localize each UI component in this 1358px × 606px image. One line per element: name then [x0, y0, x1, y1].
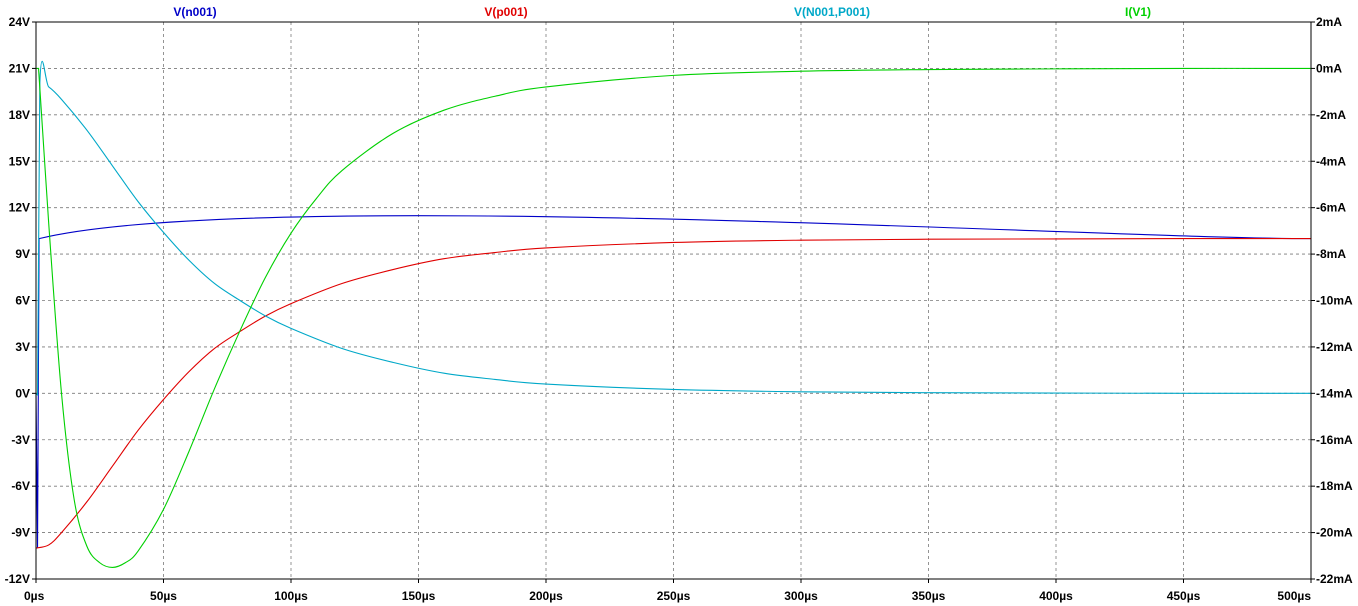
y-right-tick-label: -22mA — [1316, 572, 1353, 586]
y-right-tick-label: -16mA — [1316, 433, 1353, 447]
x-tick-label: 50µs — [150, 589, 177, 603]
x-tick-label: 450µs — [1167, 589, 1201, 603]
y-left-tick-label: 18V — [9, 108, 30, 122]
y-left-tick-label: -3V — [11, 433, 30, 447]
y-right-tick-label: -10mA — [1316, 294, 1353, 308]
x-tick-label: 150µs — [402, 589, 436, 603]
y-left-tick-label: 6V — [15, 294, 30, 308]
legend-label[interactable]: V(p001) — [484, 5, 527, 19]
x-tick-label: 350µs — [912, 589, 946, 603]
y-left-tick-label: 15V — [9, 154, 30, 168]
traces-layer — [35, 60, 1312, 568]
series-line-v-p001 — [35, 238, 1312, 549]
series-line-v-n001-p001 — [35, 60, 1312, 397]
y-left-tick-label: -9V — [11, 526, 30, 540]
x-tick-label: 500µs — [1277, 589, 1311, 603]
y-left-tick-label: 21V — [9, 61, 30, 75]
y-right-tick-label: -18mA — [1316, 479, 1353, 493]
y-left-tick-label: -6V — [11, 479, 30, 493]
y-left-tick-label: 9V — [15, 247, 30, 261]
y-left-tick-label: -12V — [5, 572, 30, 586]
x-tick-label: 0µs — [24, 589, 45, 603]
y-right-tick-label: 2mA — [1316, 15, 1342, 29]
y-right-tick-label: 0mA — [1316, 61, 1342, 75]
x-tick-label: 300µs — [784, 589, 818, 603]
y-left-tick-label: 12V — [9, 201, 30, 215]
y-right-tick-label: -8mA — [1316, 247, 1346, 261]
y-right-tick-label: -2mA — [1316, 108, 1346, 122]
legend-layer: V(n001) V(p001) V(N001,P001) I(V1) — [173, 5, 1151, 19]
series-line-i-v1 — [36, 67, 1312, 568]
x-tick-label: 400µs — [1039, 589, 1073, 603]
legend-label[interactable]: V(N001,P001) — [794, 5, 870, 19]
y-right-tick-label: -6mA — [1316, 201, 1346, 215]
y-right-tick-label: -14mA — [1316, 386, 1353, 400]
y-left-tick-label: 24V — [9, 15, 30, 29]
legend-label[interactable]: I(V1) — [1125, 5, 1151, 19]
y-right-tick-label: -4mA — [1316, 154, 1346, 168]
x-tick-label: 100µs — [274, 589, 308, 603]
y-left-tick-label: 3V — [15, 340, 30, 354]
y-right-tick-label: -20mA — [1316, 526, 1353, 540]
y-left-tick-label: 0V — [15, 386, 30, 400]
y-right-tick-label: -12mA — [1316, 340, 1353, 354]
labels-layer: 0µs 50µs 100µs 150µs 200µs 250µs 300µs 350µs 400… — [5, 15, 1353, 603]
x-tick-label: 200µs — [529, 589, 563, 603]
x-tick-label: 250µs — [657, 589, 691, 603]
grid-layer — [36, 22, 1311, 579]
series-line-v-n001 — [35, 215, 1312, 549]
ticks-layer — [32, 21, 1315, 583]
legend-label[interactable]: V(n001) — [173, 5, 216, 19]
